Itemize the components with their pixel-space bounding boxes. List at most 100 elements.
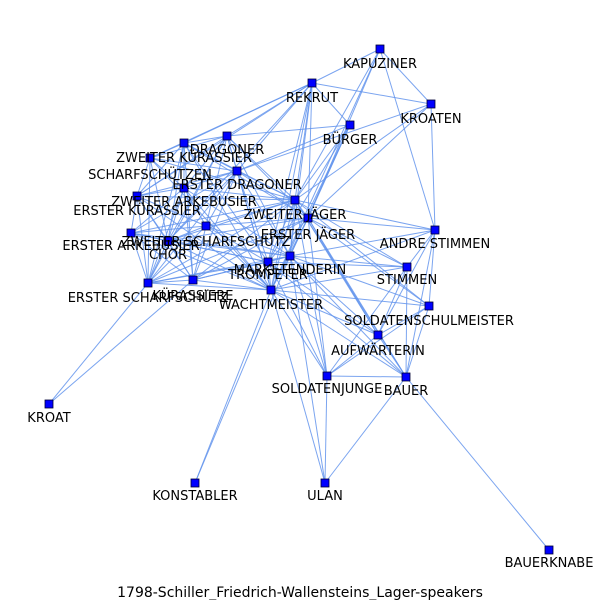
edge-erster_jaeger-bauer <box>307 217 407 378</box>
node-erster-jaeger <box>303 213 313 223</box>
edge-wachtmeister-ulan <box>270 289 326 484</box>
edge-erster_jaeger-erster_scharfschuetz <box>147 217 309 284</box>
node-label-erster-dragoner: ERSTER DRAGONER <box>172 178 301 193</box>
node-dragoner <box>222 131 232 141</box>
node-label-erster-arkebusier: ERSTER ARKEBUSIER <box>62 239 199 254</box>
edge-rekrut-chor <box>167 82 313 242</box>
edge-scharfschuetzen-erster_scharfschuetz <box>147 157 151 284</box>
node-label-rekrut: REKRUT <box>286 91 338 106</box>
edge-scharfschuetzen-chor <box>149 157 169 242</box>
edge-kuerassiere-wachtmeister <box>192 279 272 291</box>
edge-chor-wachtmeister <box>167 240 272 291</box>
graph-caption: 1798-Schiller_Friedrich-Wallensteins_Lag… <box>117 585 483 600</box>
node-label-bauerknabe: BAUERKNABE <box>505 556 594 571</box>
edge-marketenderin-ulan <box>289 255 326 484</box>
edge-scharfschuetzen-erster_kurassier <box>136 157 151 197</box>
edge-zweiter_arkebusier-zweiter_jaeger <box>183 187 296 201</box>
edge-bauer-ulan <box>324 376 407 484</box>
node-label-zweiter-jaeger: ZWEITER JÄGER <box>244 207 347 223</box>
node-label-wachtmeister: WACHTMEISTER <box>219 298 323 313</box>
node-rekrut <box>307 78 317 88</box>
edge-zweiter_scharfschuetz-marketenderin <box>205 225 291 257</box>
node-label-kapuziner: KAPUZINER <box>343 57 417 72</box>
edge-erster_dragoner-zweiter_arkebusier <box>183 170 238 189</box>
edge-wachtmeister-soldatenjunge <box>270 289 328 377</box>
edge-soldatenschulmeister-soldatenjunge <box>326 305 430 377</box>
node-erster-dragoner <box>232 166 242 176</box>
edge-kapuziner-kroaten <box>379 48 432 105</box>
edge-dragoner-erster_kurassier <box>136 135 228 197</box>
edge-soldatenschulmeister-aufwaerterin <box>377 305 430 336</box>
node-label-dragoner: DRAGONER <box>190 143 264 158</box>
node-label-soldatenschulmeister: SOLDATENSCHULMEISTER <box>344 314 514 329</box>
edge-bauer-bauerknabe <box>405 376 550 551</box>
edge-zweiter_jaeger-marketenderin <box>289 199 296 257</box>
edge-andre_stimmen-wachtmeister <box>270 229 436 291</box>
edge-soldatenschulmeister-bauer <box>405 305 430 378</box>
edge-erster_jaeger-kuerassiere <box>192 217 309 281</box>
edge-andre_stimmen-bauer <box>405 229 436 378</box>
node-label-scharfschuetzen: SCHARFSCHÜTZEN <box>88 166 212 183</box>
edge-andre_stimmen-stimmen <box>406 229 436 268</box>
edge-scharfschuetzen-zweiter_arkebusier <box>149 157 185 189</box>
node-erster-kurassier <box>132 191 142 201</box>
edge-trompeter-kuerassiere <box>192 261 269 281</box>
node-zweiter-kurassier <box>179 138 189 148</box>
edge-trompeter-bauer <box>267 261 407 378</box>
edge-zweiter_kurassier-trompeter <box>183 142 269 263</box>
edge-erster_dragoner-erster_arkebusier <box>130 170 238 234</box>
edge-wachtmeister-aufwaerterin <box>270 289 379 336</box>
edge-erster_scharfschuetz-kroat <box>48 282 149 405</box>
node-label-kuerassiere: KÜRASSIERE <box>153 287 234 304</box>
edge-trompeter-erster_scharfschuetz <box>147 261 269 284</box>
label-layer: KAPUZINERREKRUTKROATENBÜRGERDRAGONERZWEI… <box>27 57 593 571</box>
edge-chor-trompeter <box>167 240 269 263</box>
edge-soldatenjunge-ulan <box>324 375 328 484</box>
edge-zweiter_jaeger-erster_arkebusier <box>130 199 296 234</box>
node-konstabler <box>190 478 200 488</box>
edge-zweiter_jaeger-trompeter <box>267 199 296 263</box>
edge-stimmen-soldatenjunge <box>326 266 408 377</box>
node-kroat <box>44 399 54 409</box>
edge-andre_stimmen-marketenderin <box>289 229 436 257</box>
edge-andre_stimmen-soldatenschulmeister <box>428 229 436 307</box>
node-label-stimmen: STIMMEN <box>377 273 437 288</box>
node-label-trompeter: TROMPETER <box>227 268 308 283</box>
edge-marketenderin-soldatenjunge <box>289 255 328 377</box>
edge-erster_kurassier-erster_arkebusier <box>130 195 138 234</box>
edge-trompeter-aufwaerterin <box>267 261 379 336</box>
edge-erster_arkebusier-erster_scharfschuetz <box>130 232 149 284</box>
edge-erster_jaeger-soldatenjunge <box>307 217 328 377</box>
edge-soldatenjunge-bauer <box>326 375 407 378</box>
edge-zweiter_scharfschuetz-chor <box>167 225 207 242</box>
node-zweiter-arkebusier <box>179 183 189 193</box>
edge-rekrut-erster_jaeger <box>307 82 313 219</box>
node-label-andre-stimmen: ANDRE STIMMEN <box>380 237 490 252</box>
edge-scharfschuetzen-erster_dragoner <box>149 157 238 172</box>
edge-zweiter_jaeger-chor <box>167 199 296 242</box>
node-wachtmeister <box>266 285 276 295</box>
edge-erster_jaeger-chor <box>167 217 309 242</box>
node-bauerknabe <box>544 545 554 555</box>
edge-erster_dragoner-marketenderin <box>236 170 291 257</box>
edge-erster_scharfschuetz-kuerassiere <box>147 279 194 284</box>
node-label-bauer: BAUER <box>384 384 429 399</box>
edge-erster_kurassier-wachtmeister <box>136 195 272 291</box>
edge-wachtmeister-bauer <box>270 289 407 378</box>
edge-marketenderin-aufwaerterin <box>289 255 379 336</box>
node-label-erster-jaeger: ERSTER JÄGER <box>261 227 355 243</box>
edge-kroaten-erster_dragoner <box>236 103 432 172</box>
node-bauer <box>401 372 411 382</box>
edge-erster_arkebusier-marketenderin <box>130 232 291 257</box>
edge-stimmen-wachtmeister <box>270 266 408 291</box>
edge-erster_dragoner-zweiter_jaeger <box>236 170 296 201</box>
node-label-marketenderin: MARKETENDERIN <box>234 263 347 278</box>
edge-chor-kuerassiere <box>167 240 194 281</box>
node-label-aufwaerterin: AUFWÄRTERIN <box>331 343 425 359</box>
edge-erster_scharfschuetz-wachtmeister <box>147 282 272 291</box>
node-chor <box>163 236 173 246</box>
node-soldatenschulmeister <box>424 301 434 311</box>
node-label-kroat: KROAT <box>27 411 70 426</box>
edge-erster_jaeger-stimmen <box>307 217 408 268</box>
edge-rekrut-buerger <box>311 82 351 126</box>
